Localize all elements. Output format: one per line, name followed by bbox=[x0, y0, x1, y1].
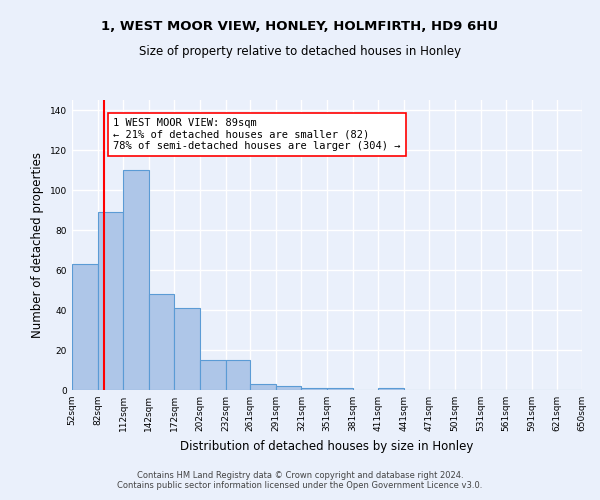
Bar bbox=[250, 384, 276, 390]
Bar bbox=[175, 308, 200, 390]
Bar bbox=[378, 388, 404, 390]
Bar bbox=[276, 386, 301, 390]
Y-axis label: Number of detached properties: Number of detached properties bbox=[31, 152, 44, 338]
Bar bbox=[123, 170, 149, 390]
Text: 1 WEST MOOR VIEW: 89sqm
← 21% of detached houses are smaller (82)
78% of semi-de: 1 WEST MOOR VIEW: 89sqm ← 21% of detache… bbox=[113, 118, 400, 151]
Bar bbox=[98, 212, 123, 390]
Text: 1, WEST MOOR VIEW, HONLEY, HOLMFIRTH, HD9 6HU: 1, WEST MOOR VIEW, HONLEY, HOLMFIRTH, HD… bbox=[101, 20, 499, 33]
Bar bbox=[72, 264, 98, 390]
Text: Size of property relative to detached houses in Honley: Size of property relative to detached ho… bbox=[139, 45, 461, 58]
Bar bbox=[149, 294, 175, 390]
Bar bbox=[327, 388, 353, 390]
Bar bbox=[226, 360, 250, 390]
Bar bbox=[301, 388, 327, 390]
X-axis label: Distribution of detached houses by size in Honley: Distribution of detached houses by size … bbox=[181, 440, 473, 452]
Bar bbox=[200, 360, 226, 390]
Text: Contains HM Land Registry data © Crown copyright and database right 2024.
Contai: Contains HM Land Registry data © Crown c… bbox=[118, 470, 482, 490]
